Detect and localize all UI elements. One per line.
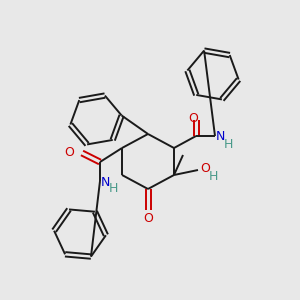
Text: N: N [101,176,110,190]
Text: O: O [200,163,210,176]
Text: O: O [64,146,74,158]
Text: H: H [224,137,233,151]
Text: N: N [216,130,225,143]
Text: O: O [143,212,153,224]
Text: H: H [109,182,118,196]
Text: O: O [188,112,198,124]
Text: H: H [209,169,218,182]
